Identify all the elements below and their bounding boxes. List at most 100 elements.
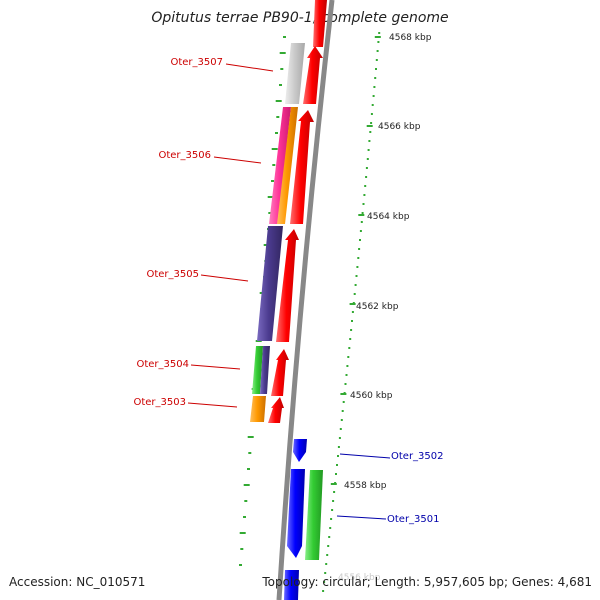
gene-label-oter-3503: Oter_3503 [133, 397, 186, 408]
cog-block-purple [260, 346, 270, 394]
cog-block-orange [250, 396, 266, 422]
ruler-dot [376, 50, 379, 52]
gene-label-oter-3506: Oter_3506 [158, 150, 211, 161]
ruler-dot [324, 572, 327, 574]
gc-skew-mark [240, 548, 244, 550]
ruler-dot [351, 311, 354, 313]
gene-label-oter-3504: Oter_3504 [136, 359, 189, 370]
gene-reverse-arrow [293, 439, 307, 462]
gene-label-oter-3501: Oter_3501 [387, 514, 440, 525]
ruler-dot [337, 455, 339, 457]
ruler-dot [369, 131, 372, 133]
leader-line [336, 515, 387, 520]
ruler-dot [378, 32, 381, 34]
gc-skew-mark [271, 180, 274, 182]
ruler-dot [336, 464, 338, 466]
gene-reverse-arrow [284, 570, 299, 600]
ruler-dot [365, 176, 368, 178]
ruler-dot [362, 203, 365, 205]
gene-label-oter-3502: Oter_3502 [391, 451, 444, 462]
ruler-dot [346, 365, 349, 367]
ruler-dot [328, 536, 331, 538]
gene-label-oter-3505: Oter_3505 [146, 269, 199, 280]
ruler-dot [340, 419, 343, 421]
ruler-dot [354, 284, 357, 286]
ruler-ticks [330, 36, 381, 485]
ruler-dot [331, 509, 334, 511]
ruler-tick-label: 4566 kbp [378, 122, 421, 132]
leader-line [190, 364, 241, 370]
map-title: Opitutus terrae PB90-1, complete genome [151, 10, 449, 26]
ruler-dot [330, 518, 333, 520]
gc-skew-mark [267, 196, 274, 198]
gc-skew-mark [268, 212, 272, 214]
ruler-dot [342, 401, 345, 403]
ruler-dot [327, 545, 330, 547]
ruler-dot [338, 437, 341, 439]
gc-skew-mark [243, 484, 250, 486]
ruler-dot [341, 410, 344, 412]
cog-track [250, 43, 323, 560]
label-leader-lines [187, 63, 391, 520]
ruler-dot [366, 158, 369, 160]
ruler-dot [371, 104, 374, 106]
ruler-tick-label: 4568 kbp [389, 33, 432, 43]
ruler-dot [345, 374, 348, 376]
ruler-dot [325, 563, 328, 565]
ruler-tick-label: 4564 kbp [367, 212, 410, 222]
ruler-major-tick [330, 483, 337, 485]
ruler-dot [365, 167, 368, 169]
ruler-dot [333, 491, 336, 493]
cog-block-green [305, 470, 323, 560]
leader-line [200, 274, 249, 282]
ruler-tick-label: 4560 kbp [350, 391, 393, 401]
cog-block-purple [257, 226, 283, 341]
ruler-dot [326, 554, 329, 556]
ruler-dot [357, 257, 360, 259]
gene-forward-arrow [313, 0, 327, 47]
genome-backbone [276, 0, 335, 600]
ruler-dot [329, 527, 332, 529]
gc-skew-mark [271, 148, 278, 150]
ruler-tick-label: 4558 kbp [344, 481, 387, 491]
ruler-dot [359, 230, 362, 232]
cog-block-pink [269, 107, 291, 224]
gene-forward-arrow [271, 349, 289, 396]
gc-skew-mark [275, 132, 278, 134]
gene-forward-arrow [303, 46, 323, 104]
gene-label-oter-3507: Oter_3507 [170, 57, 223, 68]
gc-skew-mark [243, 516, 246, 518]
gc-skew-mark [283, 36, 286, 38]
ruler-dot [375, 59, 378, 61]
ruler-tick-label: 4562 kbp [356, 302, 399, 312]
ruler-dot [377, 41, 380, 43]
ruler-dot [363, 194, 366, 196]
forward-strand-genes [268, 0, 327, 423]
gene-labels: Oter_3507 Oter_3506 Oter_3505 Oter_3504 … [133, 57, 443, 525]
gene-forward-arrow [276, 229, 299, 342]
ruler-dot [332, 500, 335, 502]
ruler-tick-labels: 4568 kbp 4566 kbp 4564 kbp 4562 kbp 4560… [338, 33, 432, 583]
gc-skew-mark [272, 164, 276, 166]
ruler-dot [373, 86, 376, 88]
ruler-dot [359, 239, 361, 241]
gc-skew-mark [248, 452, 252, 454]
ruler-dot [339, 428, 342, 430]
ruler-dot [350, 329, 353, 331]
ruler-dot [353, 293, 356, 295]
ruler-dot [323, 581, 326, 583]
ruler-dot [351, 320, 353, 322]
ruler-dot [364, 185, 367, 187]
gc-skew-mark [239, 564, 242, 566]
accession-text: Accession: NC_010571 [9, 575, 146, 589]
ruler-dot [370, 113, 373, 115]
ruler-major-tick [366, 125, 373, 127]
ruler-dot [360, 221, 363, 223]
gene-reverse-arrow [287, 469, 305, 558]
leader-line [213, 156, 262, 164]
ruler-major-tick [358, 214, 365, 216]
leader-line [187, 402, 238, 408]
ruler-dot [348, 347, 351, 349]
